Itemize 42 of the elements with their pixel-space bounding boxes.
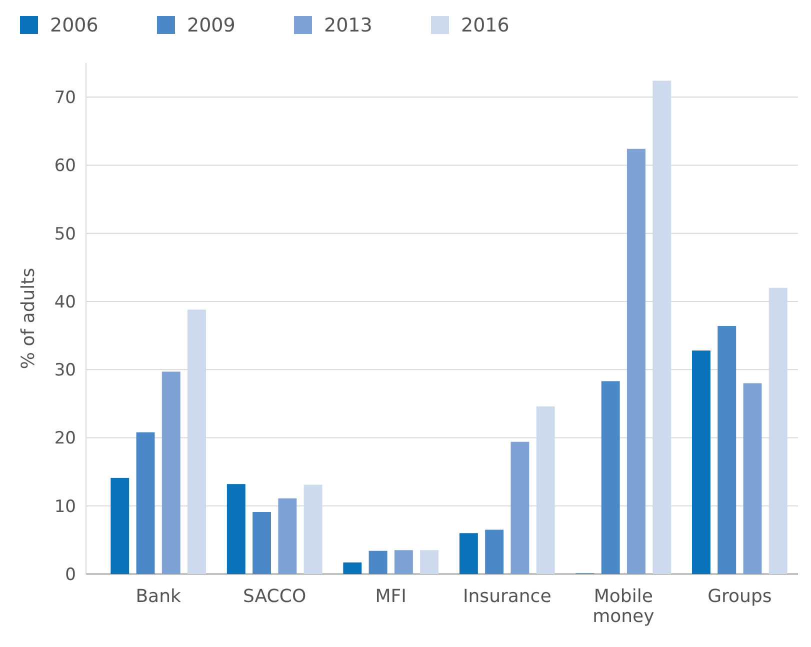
bar	[278, 498, 297, 574]
y-tick-label: 0	[65, 564, 76, 585]
legend-label: 2006	[50, 14, 98, 37]
bar	[459, 533, 478, 574]
x-tick-label: Insurance	[462, 586, 552, 607]
legend-label: 2016	[461, 14, 510, 37]
bar	[485, 530, 504, 574]
bar	[343, 562, 362, 574]
bar	[162, 372, 180, 574]
bar	[420, 550, 439, 574]
bar	[110, 478, 130, 574]
bar	[252, 512, 272, 574]
y-tick-label: 50	[54, 224, 76, 244]
bar	[718, 326, 736, 574]
x-tick-label: SACCO	[243, 586, 306, 607]
bar	[536, 406, 555, 574]
x-tick-label: Bank	[136, 586, 182, 607]
bar	[652, 80, 672, 574]
bar	[626, 148, 646, 574]
bar	[368, 550, 388, 574]
x-tick-label: Mobile money	[592, 586, 655, 627]
y-tick-label: 60	[54, 156, 76, 176]
bar	[743, 383, 762, 574]
bar	[188, 310, 206, 574]
bar	[394, 550, 413, 574]
y-tick-label: 70	[54, 88, 76, 108]
legend-label: 2009	[187, 14, 236, 37]
bar	[304, 484, 322, 574]
x-tick-label: MFI	[375, 586, 406, 607]
legend-label: 2013	[324, 14, 372, 37]
y-tick-label: 20	[54, 428, 76, 449]
y-tick-label: 40	[54, 292, 76, 312]
bar	[510, 442, 530, 574]
y-axis-title: % of adults	[18, 268, 39, 370]
x-tick-label: Groups	[708, 586, 772, 607]
y-tick-label: 30	[54, 360, 76, 381]
bar	[601, 381, 620, 574]
bar	[692, 350, 710, 574]
y-tick-label: 10	[54, 496, 76, 517]
bar	[768, 288, 788, 574]
bar	[136, 432, 155, 574]
bar	[226, 484, 246, 574]
